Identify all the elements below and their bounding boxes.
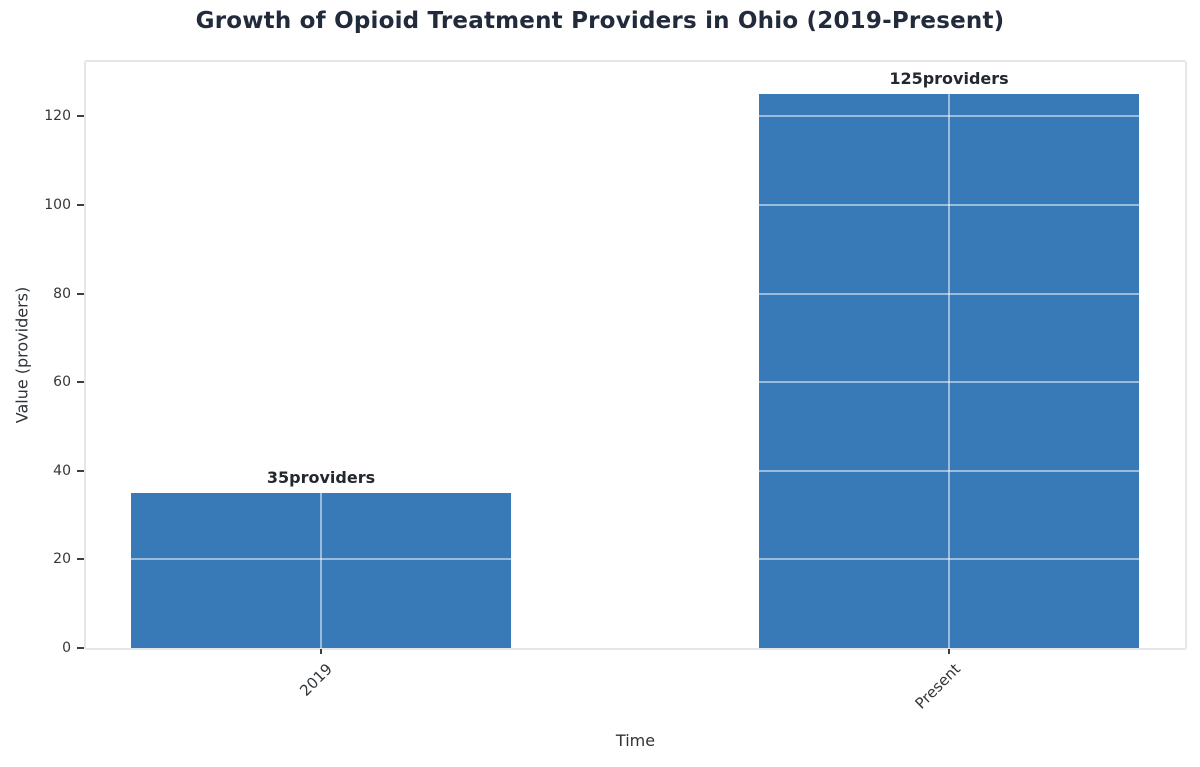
y-tick-mark (77, 115, 84, 118)
x-tick-label-2019: 2019 (295, 660, 336, 700)
y-tick-mark (77, 558, 84, 561)
y-tick-label: 20 (53, 551, 71, 568)
x-tick-label-Present: Present (911, 660, 964, 713)
y-tick-mark (77, 381, 84, 384)
y-tick-label: 80 (53, 285, 71, 302)
y-tick-mark (77, 203, 84, 206)
y-tick-label: 40 (53, 462, 71, 479)
y-tick-label: 120 (44, 108, 71, 125)
y-tick-mark (77, 292, 84, 295)
y-tick-mark (77, 469, 84, 472)
x-axis-label: Time (615, 731, 656, 750)
y-tick-label: 100 (44, 196, 71, 213)
gridline-vertical (948, 94, 950, 648)
x-tick-mark (320, 649, 322, 654)
chart-title: Growth of Opioid Treatment Providers in … (195, 8, 1005, 34)
y-tick-mark (77, 647, 84, 649)
y-tick-label: 60 (53, 374, 71, 391)
x-tick-mark (948, 649, 950, 654)
bar-value-label: 35providers (266, 468, 376, 487)
y-axis-label: Value (providers) (12, 286, 32, 424)
gridline-vertical (320, 493, 322, 648)
bar-value-label: 125providers (889, 69, 1009, 88)
bar-Present (759, 94, 1139, 648)
bar-2019 (131, 493, 511, 648)
y-tick-label: 0 (62, 640, 71, 656)
